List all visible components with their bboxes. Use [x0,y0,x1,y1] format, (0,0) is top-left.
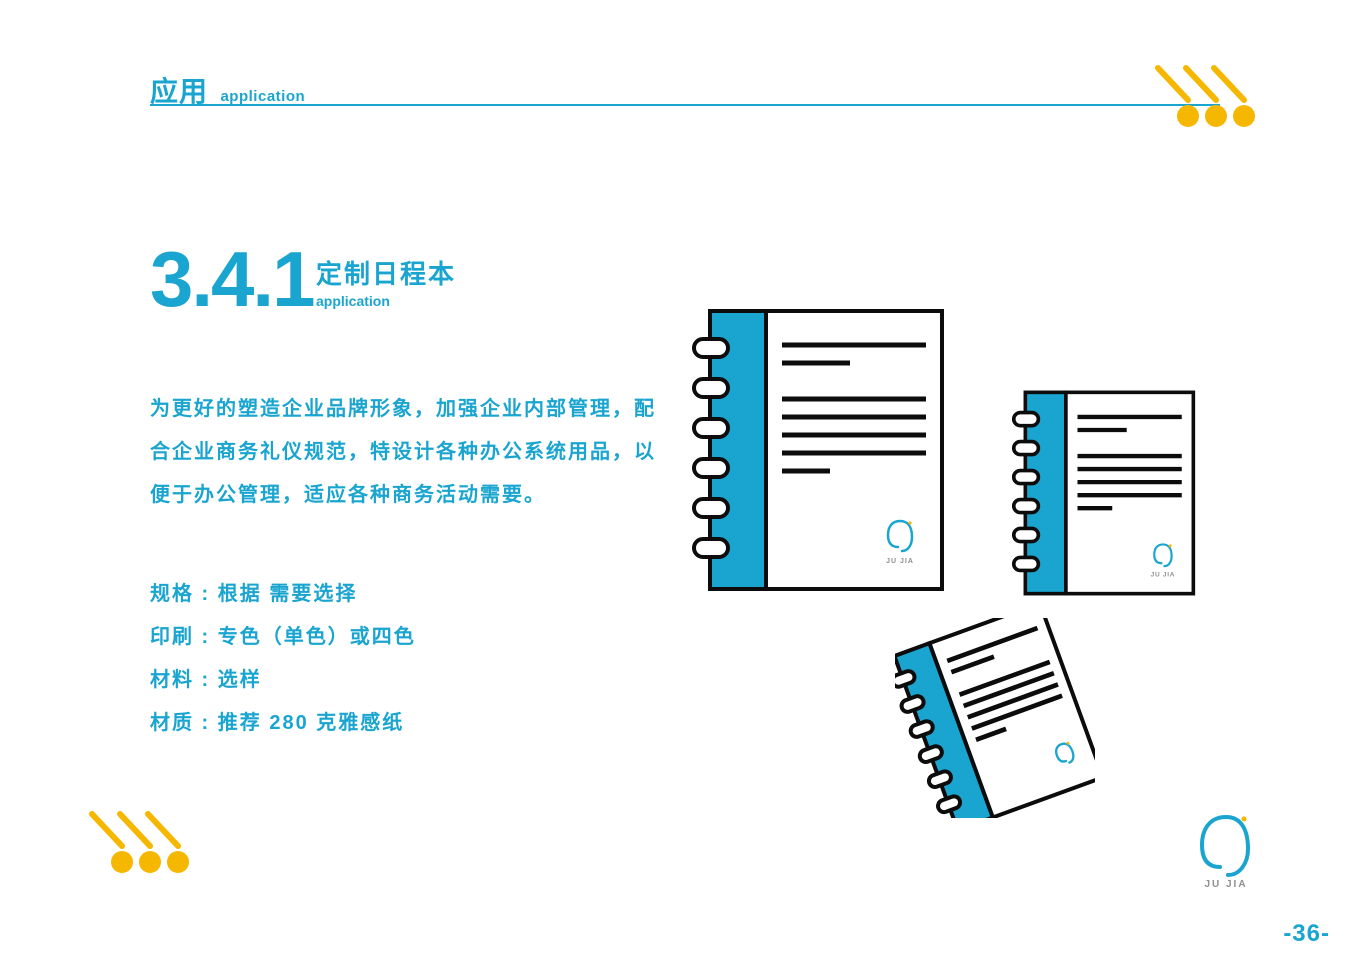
svg-text:JU JIA: JU JIA [1151,571,1176,578]
header-title-en: application [220,88,305,105]
spec-line: 印刷 : 专色（单色）或四色 [150,616,660,659]
section-title-cn: 定制日程本 [316,254,456,291]
intro-paragraph: 为更好的塑造企业品牌形象，加强企业内部管理，配合企业商务礼仪规范，特设计各种办公… [150,388,660,517]
header-rule [150,104,1220,106]
body-text: 为更好的塑造企业品牌形象，加强企业内部管理，配合企业商务礼仪规范，特设计各种办公… [150,388,660,745]
spec-line: 规格 : 根据 需要选择 [150,573,660,616]
notebook-illustration-medium: JU JIA [1010,388,1200,603]
notebook-illustration-small-rotated [895,618,1095,823]
brand-logo-text: JU JIA [1204,879,1247,890]
brand-logo-icon: JU JIA [1196,811,1256,896]
section-title: 定制日程本 application [316,254,456,309]
spec-list: 规格 : 根据 需要选择 印刷 : 专色（单色）或四色 材料 : 选样 材质 :… [150,573,660,745]
corner-decoration-bottom-left [80,806,190,876]
corner-decoration-top-right [1146,60,1256,130]
spec-line: 材料 : 选样 [150,659,660,702]
notebook-illustration-large: JU JIA [690,305,950,600]
svg-text:JU JIA: JU JIA [886,558,914,565]
section-number: 3.4.1 [150,240,313,318]
page-number: -36- [1283,920,1330,948]
spec-line: 材质 : 推荐 280 克雅感纸 [150,702,660,745]
section-title-en: application [316,293,456,309]
